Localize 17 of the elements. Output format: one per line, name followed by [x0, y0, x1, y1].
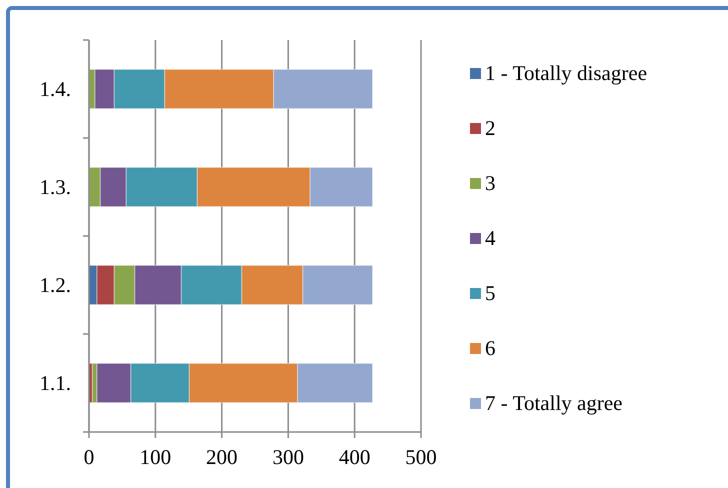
x-tick-label: 400	[338, 445, 370, 469]
x-tick-label: 0	[84, 445, 94, 469]
legend-label: 1 - Totally disagree	[485, 61, 648, 85]
y-tick-label: 1.4.	[40, 77, 71, 101]
y-tick-label: 1.1.	[40, 371, 71, 395]
x-tick-label: 200	[206, 445, 238, 469]
legend-label: 3	[485, 171, 496, 195]
legend-label: 6	[485, 336, 496, 360]
y-tick-label: 1.3.	[40, 175, 71, 199]
y-tick-label: 1.2.	[40, 273, 71, 297]
legend-label: 2	[485, 116, 496, 140]
legend-label: 4	[485, 226, 496, 250]
x-tick-label: 500	[405, 445, 437, 469]
legend-label: 7 - Totally agree	[485, 391, 623, 415]
x-tick-label: 100	[140, 445, 172, 469]
x-tick-label: 300	[272, 445, 304, 469]
legend-label: 5	[485, 281, 496, 305]
